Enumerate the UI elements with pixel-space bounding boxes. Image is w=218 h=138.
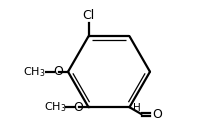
Text: CH$_3$: CH$_3$	[23, 65, 46, 79]
Text: O: O	[152, 108, 162, 121]
Text: Cl: Cl	[82, 9, 95, 22]
Text: O: O	[73, 101, 83, 114]
Text: H: H	[133, 103, 141, 113]
Text: CH$_3$: CH$_3$	[44, 100, 66, 114]
Text: O: O	[53, 65, 63, 78]
